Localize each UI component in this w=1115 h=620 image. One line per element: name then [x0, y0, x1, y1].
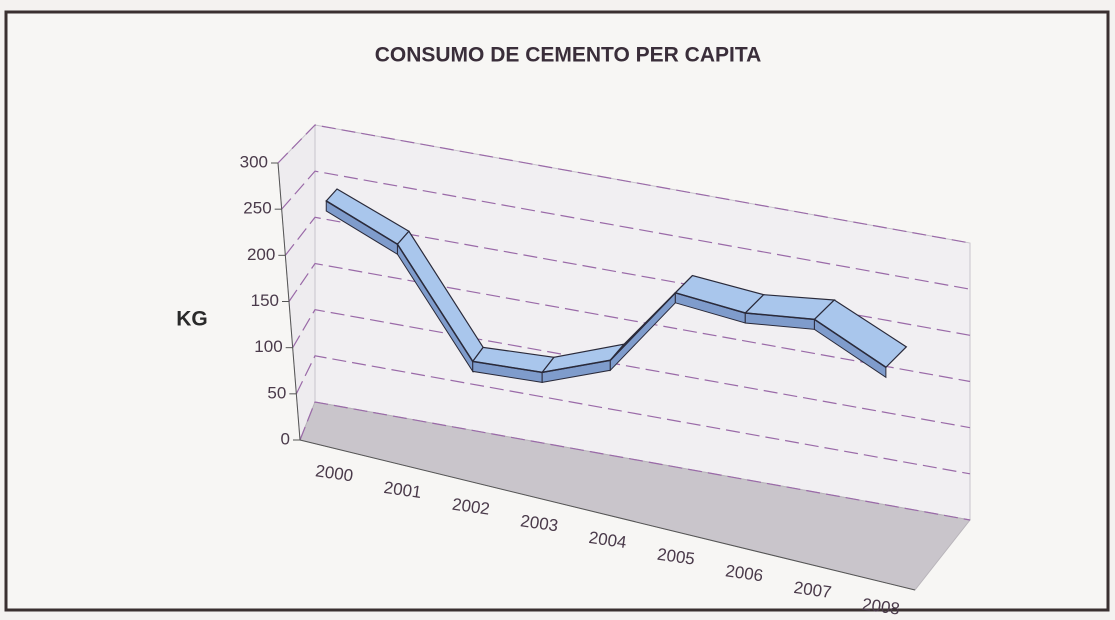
grid-line — [277, 124, 971, 244]
y-tick-label: 50 — [267, 383, 286, 402]
y-tick-label: 150 — [251, 291, 279, 310]
y-axis — [277, 162, 301, 441]
y-tick-label: 0 — [281, 429, 290, 448]
grid-line — [292, 309, 971, 429]
y-axis-label: KG — [176, 308, 208, 331]
grid-line — [288, 262, 971, 383]
y-tick-label: 250 — [243, 199, 271, 218]
line — [325, 200, 887, 374]
y-tick-label: 100 — [254, 337, 282, 356]
grid-line — [281, 170, 971, 290]
x-tick-label: 2008 — [861, 595, 901, 619]
y-tick-label: 300 — [240, 152, 268, 171]
grid-line — [295, 355, 971, 475]
grid-line — [299, 401, 971, 521]
chart-title: CONSUMO DE CEMENTO PER CAPITA — [375, 44, 762, 67]
y-tick-label: 200 — [247, 245, 275, 264]
x-axis — [299, 439, 916, 591]
